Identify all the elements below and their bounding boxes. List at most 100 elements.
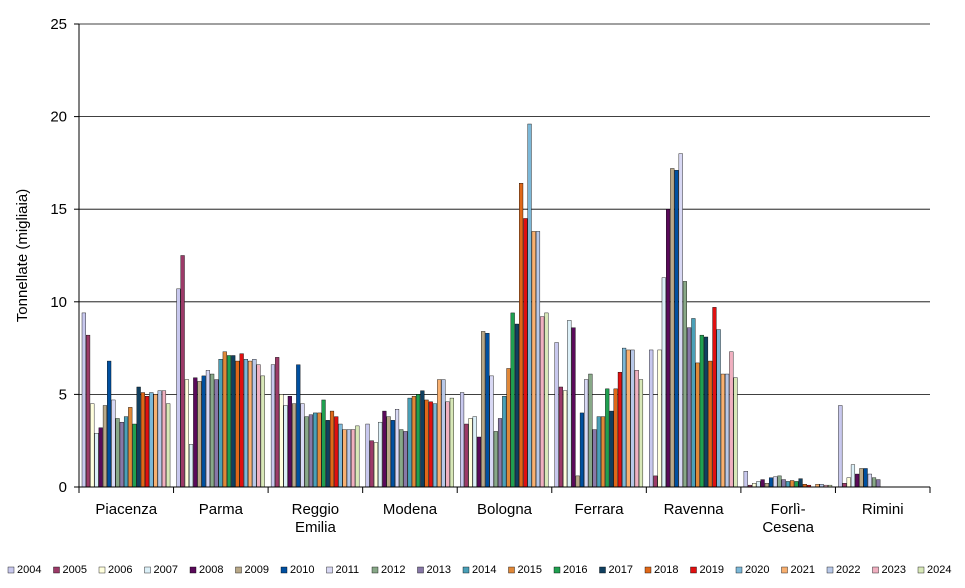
bar-2011-2 xyxy=(300,403,305,488)
bar-2021-4 xyxy=(531,231,536,488)
bar-2019-4 xyxy=(523,218,528,488)
bar-2011-6 xyxy=(678,153,683,488)
bar-2004-5 xyxy=(554,342,559,488)
bar-2004-1 xyxy=(176,288,181,488)
legend-label: 2009 xyxy=(245,564,269,576)
bar-2019-2 xyxy=(334,416,339,488)
bar-2016-2 xyxy=(321,399,326,488)
bar-2004-7 xyxy=(743,471,748,488)
legend-swatch-2014 xyxy=(462,566,470,574)
bar-2017-6 xyxy=(703,336,709,488)
bar-2018-2 xyxy=(329,410,335,488)
legend-label: 2015 xyxy=(518,564,542,576)
bar-2012-8 xyxy=(871,477,877,488)
bar-2016-6 xyxy=(699,334,704,488)
legend-swatch-2015 xyxy=(508,566,515,574)
bar-2014-1 xyxy=(218,359,223,488)
x-category-label: Emilia xyxy=(295,519,336,536)
bar-2012-6 xyxy=(682,281,687,488)
legend-swatch-2010 xyxy=(280,566,288,574)
legend-label: 2020 xyxy=(745,564,769,576)
bar-2009-8 xyxy=(859,468,864,488)
bar-2009-1 xyxy=(197,381,202,488)
bar-2019-0 xyxy=(145,396,150,488)
bar-2009-6 xyxy=(670,168,675,488)
bar-2005-4 xyxy=(464,423,469,488)
bar-2011-5 xyxy=(584,379,589,488)
bar-2011-4 xyxy=(489,375,494,488)
bar-2016-0 xyxy=(132,423,137,488)
bar-2010-2 xyxy=(296,364,301,488)
y-tick-label: 5 xyxy=(59,386,67,403)
y-tick-label: 10 xyxy=(50,294,67,311)
bar-2005-8 xyxy=(842,483,847,488)
x-category-label: Forlì- xyxy=(771,501,806,518)
y-axis-label: Tonnellate (migliaia) xyxy=(14,189,31,322)
bar-2023-0 xyxy=(161,390,167,488)
bar-2021-2 xyxy=(342,429,347,488)
bar-2010-8 xyxy=(863,468,868,488)
bar-2008-2 xyxy=(287,396,292,488)
bar-2010-0 xyxy=(107,360,112,488)
bar-2010-3 xyxy=(390,420,395,488)
bar-2012-5 xyxy=(588,373,593,488)
bar-2004-3 xyxy=(365,423,370,488)
bar-2006-0 xyxy=(90,403,95,488)
bar-2012-7 xyxy=(777,475,782,488)
bar-2023-3 xyxy=(445,401,450,488)
bar-2016-3 xyxy=(416,394,421,488)
bar-2020-0 xyxy=(149,392,154,488)
legend-swatch-2013 xyxy=(417,566,424,574)
bar-2021-3 xyxy=(437,379,442,488)
bar-2019-5 xyxy=(617,371,622,488)
x-category-label: Rimini xyxy=(862,501,904,518)
x-category-label: Cesena xyxy=(762,519,814,536)
bar-2009-3 xyxy=(386,416,391,488)
bar-2008-3 xyxy=(382,410,387,488)
bar-2005-2 xyxy=(275,357,280,488)
legend-label: 2008 xyxy=(199,564,223,576)
bar-2011-0 xyxy=(111,399,116,488)
bar-2015-6 xyxy=(695,362,700,488)
y-tick-label: 25 xyxy=(50,16,67,33)
legend-label: 2011 xyxy=(336,564,360,576)
bar-2023-2 xyxy=(351,429,356,488)
bar-2014-0 xyxy=(123,416,129,488)
bar-2010-1 xyxy=(201,375,206,488)
bar-2023-6 xyxy=(729,351,734,488)
legend-label: 2016 xyxy=(563,564,587,576)
bar-2015-4 xyxy=(506,368,511,488)
bar-2007-3 xyxy=(378,421,383,488)
bar-2019-3 xyxy=(428,401,433,488)
bar-2014-5 xyxy=(596,416,601,488)
bar-2018-0 xyxy=(140,392,145,488)
legend-swatch-2023 xyxy=(872,566,879,574)
bar-2013-4 xyxy=(497,418,503,488)
bar-2016-4 xyxy=(510,312,515,488)
bar-2019-1 xyxy=(239,353,244,488)
legend-swatch-2008 xyxy=(189,566,197,574)
bar-2020-6 xyxy=(716,329,721,488)
bar-series xyxy=(81,123,881,488)
legend-swatch-2016 xyxy=(553,566,561,574)
bar-2021-5 xyxy=(626,349,631,488)
legend-swatch-2022 xyxy=(826,566,834,574)
x-category-label: Reggio xyxy=(292,501,340,518)
bar-2008-4 xyxy=(476,436,482,488)
legend-swatch-2004 xyxy=(7,566,15,574)
bar-2005-1 xyxy=(180,255,185,488)
legend-label: 2004 xyxy=(17,564,41,576)
x-category-label: Modena xyxy=(383,501,438,518)
bar-2007-5 xyxy=(567,320,572,488)
bar-2018-6 xyxy=(708,360,713,488)
bar-2017-7 xyxy=(798,478,803,488)
bar-2012-1 xyxy=(210,373,215,488)
bar-2020-2 xyxy=(338,423,343,488)
bar-2024-3 xyxy=(449,397,454,488)
bar-2009-2 xyxy=(292,403,297,488)
bar-2024-0 xyxy=(166,403,171,488)
legend-swatch-2020 xyxy=(735,566,743,574)
bar-2005-0 xyxy=(86,334,91,488)
legend-swatch-2021 xyxy=(781,566,788,574)
